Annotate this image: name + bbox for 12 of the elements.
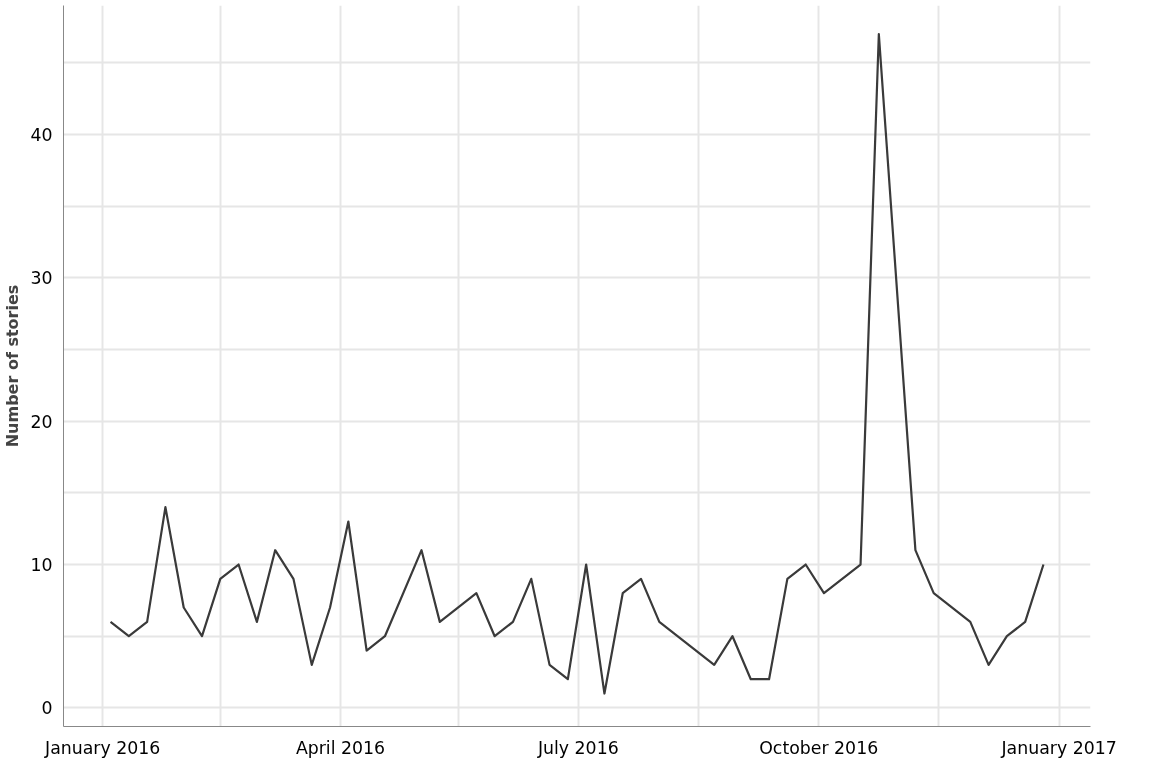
x-tick-label: January 2017 xyxy=(1000,737,1117,758)
y-axis-title: Number of stories xyxy=(3,284,23,448)
y-tick-label: 40 xyxy=(30,125,53,146)
y-tick-label: 30 xyxy=(30,268,53,289)
line-series xyxy=(109,33,1045,695)
y-tick-label: 0 xyxy=(41,698,53,719)
x-tick-label: April 2016 xyxy=(295,737,386,758)
y-tick-label: 10 xyxy=(30,555,53,576)
x-tick-label: July 2016 xyxy=(536,737,619,758)
x-tick-label: October 2016 xyxy=(759,737,879,758)
x-tick-label: January 2016 xyxy=(44,737,161,758)
y-tick-label: 20 xyxy=(30,411,53,432)
